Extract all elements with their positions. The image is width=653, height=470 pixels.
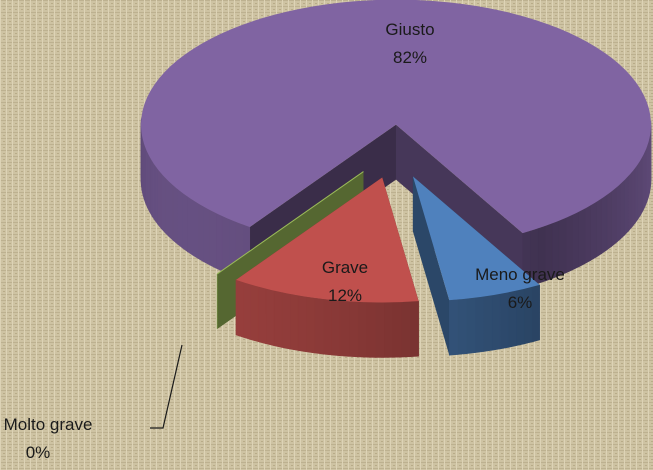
slice-side (209, 209, 217, 269)
slice-side (383, 302, 393, 358)
labels: Giusto 82% Meno grave 6% Grave 12% Molto grave… (4, 20, 565, 462)
slice-side (628, 171, 633, 232)
slice-label-name: Meno grave (475, 265, 565, 284)
slice-side (215, 212, 223, 272)
slice-side (601, 194, 608, 255)
slice (235, 177, 419, 358)
slice-side (448, 299, 459, 356)
slice-side (483, 294, 493, 352)
slice-side (197, 202, 204, 263)
slice-side (186, 195, 193, 256)
leader-line (150, 344, 183, 429)
slice-side (474, 296, 484, 353)
slice-side (172, 184, 178, 245)
slice-side (457, 298, 467, 355)
slice-side (339, 300, 350, 357)
slice-label-value: 6% (508, 293, 533, 312)
slice-side (168, 180, 174, 242)
slice-side (634, 162, 639, 224)
slice-top (412, 176, 540, 301)
slice-side (531, 284, 540, 343)
slice-side (289, 293, 299, 351)
slice-side (221, 215, 230, 275)
slice-top (141, 0, 651, 234)
slice-side (565, 214, 573, 274)
slice-side (181, 192, 188, 252)
slice-side (357, 301, 367, 358)
slice-side (297, 295, 307, 353)
slice-side (374, 302, 385, 358)
slice-side (611, 187, 617, 247)
slice-side (642, 151, 646, 211)
slice-side (578, 208, 586, 268)
slice-side (491, 293, 501, 351)
slice-side (161, 172, 166, 234)
slice-side (348, 301, 358, 358)
slice-side (409, 300, 419, 358)
slice-side (149, 156, 153, 218)
slice-side (620, 179, 625, 240)
slice-side (154, 164, 159, 226)
slice-side (615, 183, 621, 244)
slice-side (235, 279, 244, 338)
slice-label-name: Grave (322, 258, 368, 277)
slice-side (147, 152, 151, 213)
slice-side (595, 198, 602, 258)
slice-side (265, 288, 275, 346)
slice-side (584, 204, 591, 265)
slice-wall (412, 176, 450, 356)
slice-side (590, 201, 597, 261)
slice-side (281, 291, 291, 350)
slice (412, 176, 540, 356)
slice-label-value: 0% (26, 443, 51, 462)
slice-side (637, 158, 642, 220)
slice-side (314, 297, 324, 355)
slice-side (157, 168, 162, 230)
slice-top (235, 177, 419, 303)
slice-side (624, 175, 629, 236)
slice-side (606, 190, 612, 251)
slice-side (322, 298, 332, 356)
slice-label-value: 82% (393, 48, 427, 67)
slice-side (306, 296, 315, 354)
slice-side (631, 167, 636, 228)
slice-side (164, 176, 170, 238)
slice-label-name: Giusto (385, 20, 434, 39)
slice-side (572, 211, 579, 271)
slice-side (366, 301, 376, 358)
slice-side (466, 297, 476, 354)
slice-side (192, 199, 199, 259)
slice-side (250, 284, 259, 343)
slice-side (331, 299, 341, 357)
slice-side (177, 188, 183, 249)
slice-side (151, 160, 156, 222)
slice-side (640, 154, 644, 216)
slice-label-name: Molto grave (4, 415, 93, 434)
slice-side (392, 301, 402, 358)
slice-side (257, 286, 267, 345)
slice-top (216, 171, 364, 275)
slice-label-value: 12% (328, 286, 362, 305)
slice-side (242, 281, 251, 340)
pie (140, 0, 652, 358)
slice-side (203, 206, 210, 266)
slice-side (400, 301, 411, 358)
slice-side (273, 290, 283, 348)
